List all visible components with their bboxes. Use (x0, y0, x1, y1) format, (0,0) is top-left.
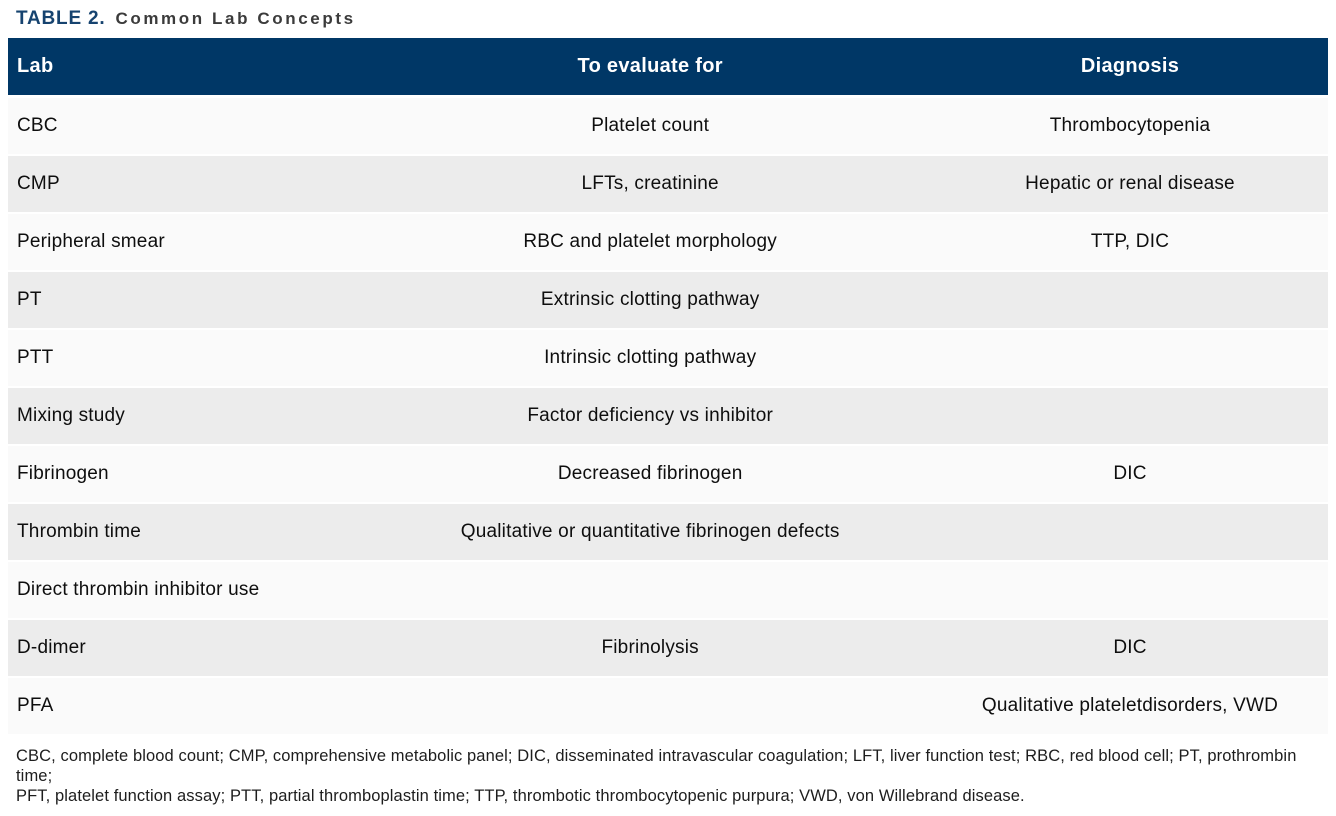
footnote-line: CBC, complete blood count; CMP, comprehe… (16, 747, 1297, 785)
cell-lab: Direct thrombin inhibitor use (17, 579, 260, 600)
cell-lab: PT (17, 289, 42, 310)
table-row: Thrombin time Qualitative or quantitativ… (8, 504, 1328, 562)
table-row: Fibrinogen Decreased fibrinogen DIC (8, 446, 1328, 504)
cell-lab: Peripheral smear (17, 231, 165, 252)
cell-lab: Mixing study (17, 405, 125, 426)
cell-lab: CMP (17, 173, 60, 194)
cell-evaluate: Extrinsic clotting pathway (540, 289, 760, 310)
table-row: PFA Qualitative plateletdisorders, VWD (8, 678, 1328, 736)
table-row: D-dimer Fibrinolysis DIC (8, 620, 1328, 678)
table-row: PTT Intrinsic clotting pathway (8, 330, 1328, 388)
cell-lab: Fibrinogen (17, 463, 109, 484)
cell-evaluate: LFTs, creatinine (581, 173, 719, 194)
cell-evaluate: Decreased fibrinogen (557, 463, 743, 484)
table-title: TABLE 2. Common Lab Concepts (8, 0, 1328, 38)
table-row: Direct thrombin inhibitor use (8, 562, 1328, 620)
table-caption: Common Lab Concepts (115, 9, 356, 28)
cell-evaluate: RBC and platelet morphology (523, 231, 777, 252)
cell-evaluate: Factor deficiency vs inhibitor (527, 405, 774, 426)
table-row: CMP LFTs, creatinine Hepatic or renal di… (8, 156, 1328, 214)
abbreviations-footnote: CBC, complete blood count; CMP, comprehe… (8, 746, 1328, 806)
cell-diagnosis: Qualitative plateletdisorders, VWD (981, 695, 1279, 716)
cell-lab: PTT (17, 347, 54, 368)
cell-diagnosis: DIC (1113, 637, 1147, 658)
footnote-line: PFT, platelet function assay; PTT, parti… (16, 787, 1025, 805)
table-row: CBC Platelet count Thrombocytopenia (8, 98, 1328, 156)
cell-lab: Thrombin time (17, 521, 142, 542)
cell-diagnosis: Thrombocytopenia (1049, 115, 1211, 136)
cell-diagnosis: Hepatic or renal disease (1025, 173, 1235, 194)
table-row: PT Extrinsic clotting pathway (8, 272, 1328, 330)
cell-diagnosis: DIC (1113, 463, 1147, 484)
table-row: Mixing study Factor deficiency vs inhibi… (8, 388, 1328, 446)
cell-lab: PFA (17, 695, 54, 716)
cell-evaluate: Qualitative or quantitative fibrinogen d… (460, 521, 840, 542)
table-header-row: Lab To evaluate for Diagnosis (8, 38, 1328, 98)
cell-evaluate: Intrinsic clotting pathway (544, 347, 757, 368)
table-number-label: TABLE 2. (16, 8, 106, 29)
cell-evaluate: Fibrinolysis (601, 637, 699, 658)
column-header-diagnosis: Diagnosis (1080, 55, 1180, 77)
cell-lab: CBC (17, 115, 58, 136)
cell-lab: D-dimer (17, 637, 86, 658)
cell-diagnosis: TTP, DIC (1090, 231, 1170, 252)
column-header-evaluate: To evaluate for (577, 55, 723, 77)
lab-concepts-table: Lab To evaluate for Diagnosis CBC Platel… (8, 38, 1328, 736)
column-header-lab: Lab (17, 55, 54, 77)
cell-evaluate: Platelet count (591, 115, 710, 136)
table-row: Peripheral smear RBC and platelet morpho… (8, 214, 1328, 272)
